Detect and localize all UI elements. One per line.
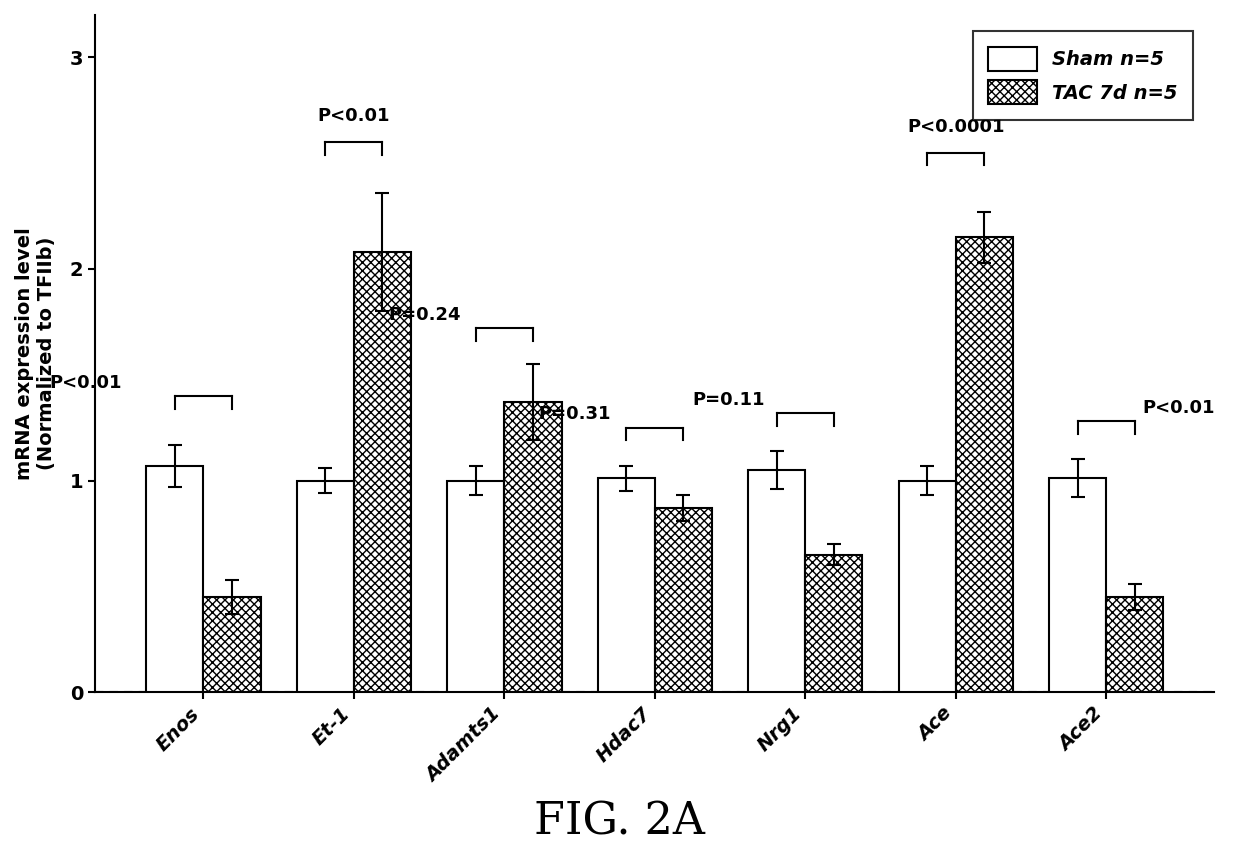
- Bar: [203, 597, 260, 692]
- Bar: [146, 466, 203, 692]
- Bar: [448, 480, 505, 692]
- Bar: [805, 554, 863, 692]
- Bar: [655, 508, 712, 692]
- Text: P=0.24: P=0.24: [388, 306, 461, 324]
- Text: FIG. 2A: FIG. 2A: [534, 801, 706, 844]
- Text: P=0.31: P=0.31: [538, 406, 611, 424]
- Text: P<0.01: P<0.01: [50, 374, 122, 392]
- Bar: [353, 252, 410, 692]
- Text: P<0.01: P<0.01: [317, 107, 391, 125]
- Bar: [296, 480, 353, 692]
- Bar: [748, 470, 805, 692]
- Bar: [956, 237, 1013, 692]
- Bar: [1106, 597, 1163, 692]
- Text: P<0.01: P<0.01: [1142, 399, 1215, 417]
- Text: P<0.0001: P<0.0001: [906, 118, 1004, 136]
- Bar: [505, 402, 562, 692]
- Y-axis label: mRNA expression level
(Normalized to TFIIb): mRNA expression level (Normalized to TFI…: [15, 227, 56, 480]
- Bar: [598, 479, 655, 692]
- Text: P=0.11: P=0.11: [692, 391, 765, 409]
- Bar: [899, 480, 956, 692]
- Bar: [1049, 479, 1106, 692]
- Legend: Sham n=5, TAC 7d n=5: Sham n=5, TAC 7d n=5: [972, 32, 1193, 120]
